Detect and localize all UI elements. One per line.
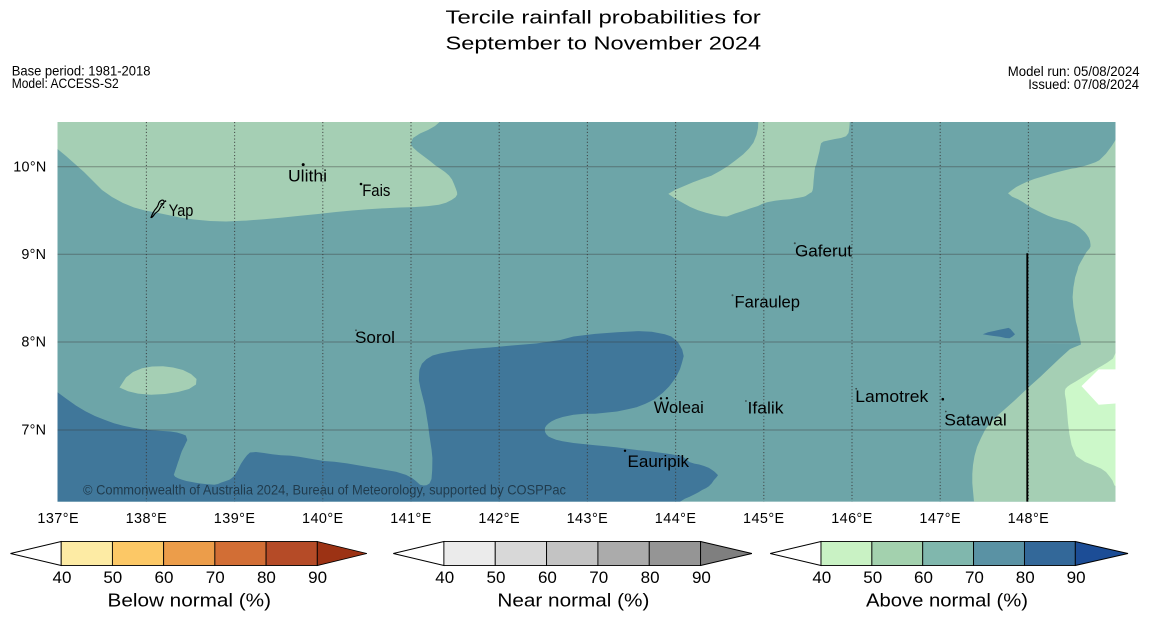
svg-text:80: 80 — [257, 568, 276, 587]
svg-text:© Commonwealth of Australia 20: © Commonwealth of Australia 2024, Bureau… — [83, 483, 566, 498]
svg-text:138°E: 138°E — [126, 511, 168, 527]
svg-text:Model run: 05/08/2024: Model run: 05/08/2024 — [1008, 64, 1140, 79]
svg-text:Ifalik: Ifalik — [748, 398, 785, 417]
svg-text:Below normal (%): Below normal (%) — [108, 590, 272, 610]
svg-text:142°E: 142°E — [478, 511, 520, 527]
svg-text:Woleai: Woleai — [654, 398, 704, 417]
svg-text:Model: ACCESS-S2: Model: ACCESS-S2 — [12, 76, 119, 91]
svg-text:90: 90 — [1067, 568, 1086, 587]
svg-text:Base period: 1981-2018: Base period: 1981-2018 — [12, 63, 151, 78]
svg-text:Lamotrek: Lamotrek — [855, 387, 929, 406]
svg-text:146°E: 146°E — [831, 511, 873, 527]
svg-text:Near normal (%): Near normal (%) — [497, 590, 649, 610]
svg-text:90: 90 — [692, 568, 711, 587]
svg-text:40: 40 — [812, 568, 831, 587]
svg-text:147°E: 147°E — [919, 511, 961, 527]
svg-text:80: 80 — [1016, 568, 1035, 587]
svg-text:50: 50 — [863, 568, 882, 587]
svg-text:Gaferut: Gaferut — [795, 242, 852, 261]
svg-text:70: 70 — [206, 568, 225, 587]
svg-text:144°E: 144°E — [655, 511, 697, 527]
svg-text:Ulithi: Ulithi — [288, 166, 327, 185]
svg-text:7°N: 7°N — [21, 423, 46, 439]
svg-text:60: 60 — [155, 568, 174, 587]
svg-text:Yap: Yap — [169, 201, 194, 220]
svg-text:90: 90 — [308, 568, 327, 587]
svg-text:Tercile rainfall probabilities: Tercile rainfall probabilities for — [446, 7, 761, 28]
svg-text:10°N: 10°N — [13, 160, 46, 176]
svg-text:8°N: 8°N — [21, 335, 46, 351]
svg-text:145°E: 145°E — [743, 511, 785, 527]
svg-text:141°E: 141°E — [390, 511, 432, 527]
svg-text:60: 60 — [538, 568, 557, 587]
svg-text:Fais: Fais — [362, 181, 390, 200]
svg-text:50: 50 — [487, 568, 506, 587]
svg-text:9°N: 9°N — [21, 247, 46, 263]
svg-text:140°E: 140°E — [302, 511, 344, 527]
svg-text:Issued: 07/08/2024: Issued: 07/08/2024 — [1028, 77, 1139, 92]
svg-text:60: 60 — [914, 568, 933, 587]
svg-text:Eauripik: Eauripik — [628, 452, 690, 471]
svg-text:143°E: 143°E — [567, 511, 609, 527]
svg-text:September to November 2024: September to November 2024 — [446, 32, 762, 53]
svg-text:70: 70 — [965, 568, 984, 587]
svg-text:Satawal: Satawal — [944, 411, 1007, 430]
svg-text:Above normal (%): Above normal (%) — [866, 590, 1028, 610]
svg-text:80: 80 — [641, 568, 660, 587]
svg-text:148°E: 148°E — [1008, 511, 1050, 527]
svg-text:50: 50 — [103, 568, 122, 587]
svg-text:139°E: 139°E — [214, 511, 256, 527]
svg-text:40: 40 — [435, 568, 454, 587]
svg-text:Faraulep: Faraulep — [735, 293, 801, 312]
svg-text:70: 70 — [589, 568, 608, 587]
svg-text:Sorol: Sorol — [355, 328, 395, 347]
svg-text:40: 40 — [53, 568, 72, 587]
svg-text:137°E: 137°E — [37, 511, 79, 527]
